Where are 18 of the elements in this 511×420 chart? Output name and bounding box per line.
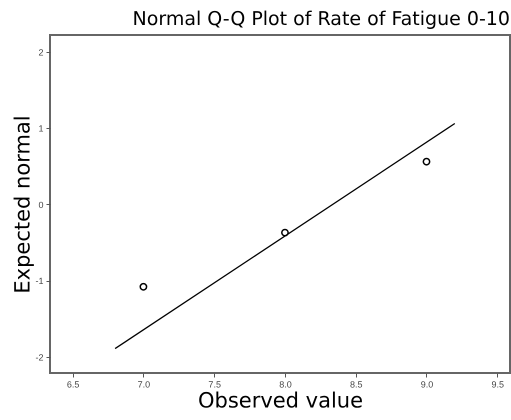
x-tick-label: 8.5 [350, 380, 362, 390]
x-tick-label: 9.5 [492, 380, 504, 390]
point [422, 158, 430, 166]
y-tick-label: -1 [35, 276, 44, 286]
point [281, 228, 289, 237]
x-tick-label: 7.5 [208, 380, 221, 390]
x-tick-label: 6.5 [66, 380, 80, 390]
x-tick-label: 9.0 [420, 380, 434, 390]
point [140, 282, 148, 291]
x-tick-label: 8.0 [279, 380, 292, 390]
y-tick-label: -2 [35, 352, 44, 362]
x-tick-label: 7.0 [138, 380, 150, 390]
y-axis-title: Expected normal [10, 115, 34, 294]
x-axis-title: Observed value [198, 388, 364, 412]
chart-title: Normal Q-Q Plot of Rate of Fatigue 0-10 [132, 8, 510, 30]
y-tick-label: 2 [38, 47, 44, 58]
y-tick-label: 1 [38, 124, 44, 134]
y-tick-label: 0 [38, 200, 44, 210]
